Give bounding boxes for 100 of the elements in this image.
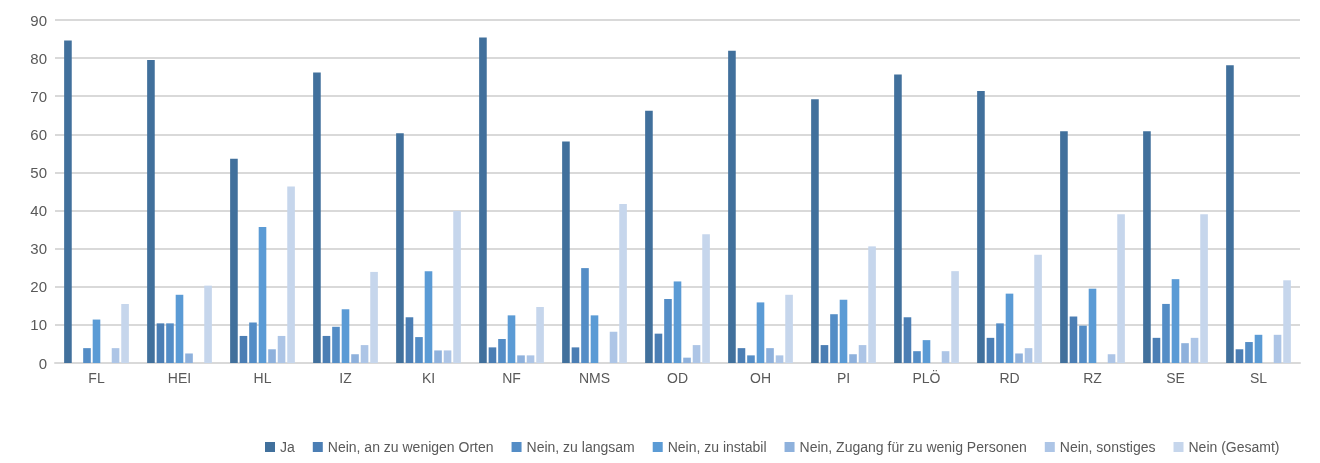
legend-label: Nein, zu instabil xyxy=(667,439,767,455)
bar xyxy=(811,99,819,363)
bar xyxy=(147,60,155,363)
bar xyxy=(609,331,618,363)
bar xyxy=(849,354,857,363)
y-tick-label: 70 xyxy=(30,87,47,105)
bar xyxy=(185,353,193,363)
bar xyxy=(571,347,580,363)
bar xyxy=(1005,293,1014,363)
legend-label: Ja xyxy=(280,439,295,455)
bar xyxy=(415,337,423,363)
bar xyxy=(785,294,793,363)
bar xyxy=(1171,279,1180,363)
bar xyxy=(405,317,414,363)
bar xyxy=(1226,65,1234,363)
bar xyxy=(664,298,672,363)
bar xyxy=(498,338,506,363)
bar xyxy=(313,72,321,363)
x-tick-label: KI xyxy=(421,370,436,386)
bar xyxy=(702,234,710,363)
bar xyxy=(453,210,461,363)
bar xyxy=(1034,254,1042,363)
bar xyxy=(913,351,921,363)
bar xyxy=(820,345,829,363)
bar xyxy=(894,74,902,363)
bar xyxy=(434,350,442,363)
x-tick-label: IZ xyxy=(339,370,353,386)
bar xyxy=(479,37,487,363)
bar xyxy=(1273,334,1282,363)
bar xyxy=(1079,325,1087,363)
bar xyxy=(536,306,544,363)
bar xyxy=(1152,337,1161,363)
x-tick-label: SE xyxy=(1166,370,1185,386)
bar xyxy=(1283,280,1291,363)
bar xyxy=(360,345,369,363)
bar xyxy=(111,348,120,363)
y-tick-label: 40 xyxy=(30,202,47,220)
bar xyxy=(673,281,682,363)
bar xyxy=(166,323,174,363)
bar xyxy=(64,40,72,363)
x-tick-label: OD xyxy=(667,370,688,386)
bar xyxy=(249,322,257,363)
bar xyxy=(156,323,165,363)
y-tick-label: 80 xyxy=(30,49,47,67)
bar xyxy=(396,133,404,363)
bar xyxy=(517,355,525,363)
bar xyxy=(986,337,995,363)
x-tick-label: RZ xyxy=(1083,370,1103,386)
bar xyxy=(1143,131,1151,363)
bar xyxy=(83,348,91,363)
x-tick-label: OH xyxy=(750,370,771,386)
bar xyxy=(1235,349,1244,363)
bar xyxy=(121,303,129,363)
bar xyxy=(1024,348,1033,363)
bar xyxy=(858,345,867,363)
bar xyxy=(1088,288,1097,363)
bar xyxy=(996,323,1004,363)
x-tick-label: SL xyxy=(1249,370,1268,386)
bar xyxy=(1107,354,1116,363)
bar xyxy=(204,285,212,363)
x-tick-label: FL xyxy=(88,370,105,386)
bar xyxy=(922,340,931,363)
y-tick-label: 0 xyxy=(38,354,47,372)
bar xyxy=(268,349,276,363)
x-tick-label: NF xyxy=(502,370,521,386)
bar xyxy=(756,302,765,363)
bar xyxy=(258,226,267,363)
bar xyxy=(581,268,589,363)
bar xyxy=(654,333,663,363)
legend-label: Nein, zu langsam xyxy=(526,439,635,455)
y-tick-label: 60 xyxy=(30,125,47,143)
bar xyxy=(1254,334,1263,363)
bar xyxy=(1069,316,1078,363)
bar xyxy=(507,315,516,363)
bar xyxy=(830,314,838,363)
bar xyxy=(424,271,433,363)
bar xyxy=(332,326,340,363)
bar xyxy=(239,335,248,363)
legend-label: Nein, an zu wenigen Orten xyxy=(327,439,494,455)
bar xyxy=(590,315,599,363)
bar xyxy=(1162,303,1170,363)
bar xyxy=(645,110,653,363)
x-tick-label: HEI xyxy=(167,370,192,386)
bar xyxy=(322,335,331,363)
bar xyxy=(951,271,959,363)
legend-label: Nein, Zugang für zu wenig Personen xyxy=(799,439,1027,455)
bar xyxy=(868,246,876,363)
bar xyxy=(370,271,378,363)
bar xyxy=(1200,214,1208,363)
bar xyxy=(230,158,238,363)
bar xyxy=(728,50,736,363)
bar xyxy=(903,317,912,363)
bar xyxy=(1245,342,1253,363)
legend-label: Nein (Gesamt) xyxy=(1188,439,1280,455)
bar xyxy=(839,299,848,363)
bar xyxy=(287,186,295,363)
y-tick-label: 20 xyxy=(30,278,47,296)
bar xyxy=(175,294,184,363)
bar xyxy=(351,354,359,363)
bar xyxy=(683,357,691,363)
